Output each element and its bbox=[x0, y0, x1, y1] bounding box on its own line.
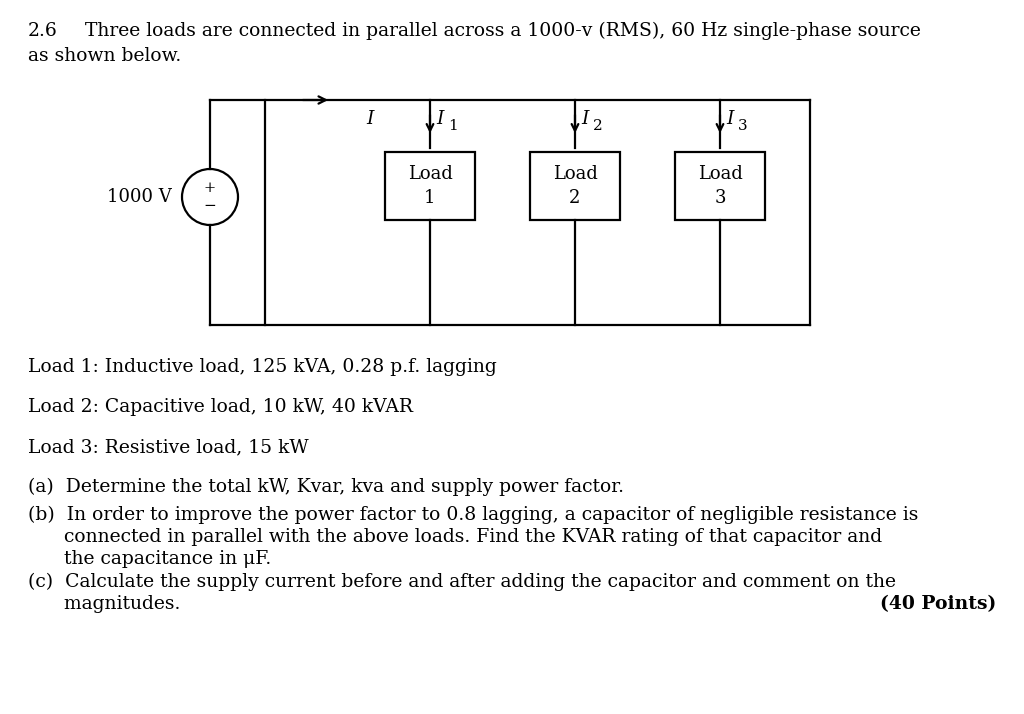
Text: I: I bbox=[367, 110, 374, 128]
Bar bbox=[675, 152, 765, 220]
Text: I: I bbox=[581, 110, 589, 128]
Text: connected in parallel with the above loads. Find the KVAR rating of that capacit: connected in parallel with the above loa… bbox=[28, 528, 882, 546]
Text: Load: Load bbox=[697, 165, 742, 183]
Text: as shown below.: as shown below. bbox=[28, 47, 181, 65]
Text: 1: 1 bbox=[449, 119, 458, 133]
Text: Load: Load bbox=[408, 165, 453, 183]
Text: Load 1: Inductive load, 125 kVA, 0.28 p.f. lagging: Load 1: Inductive load, 125 kVA, 0.28 p.… bbox=[28, 358, 497, 376]
Bar bbox=[385, 152, 475, 220]
Text: 2: 2 bbox=[569, 189, 581, 207]
Text: +: + bbox=[204, 181, 216, 195]
Text: (40 Points): (40 Points) bbox=[880, 595, 996, 613]
Text: 3: 3 bbox=[715, 189, 726, 207]
Text: 1: 1 bbox=[424, 189, 436, 207]
Text: Three loads are connected in parallel across a 1000-v (RMS), 60 Hz single-phase : Three loads are connected in parallel ac… bbox=[85, 22, 921, 40]
Text: (b)  In order to improve the power factor to 0.8 lagging, a capacitor of negligi: (b) In order to improve the power factor… bbox=[28, 506, 919, 524]
Text: Load 3: Resistive load, 15 kW: Load 3: Resistive load, 15 kW bbox=[28, 438, 308, 456]
Text: (a)  Determine the total kW, Kvar, kva and supply power factor.: (a) Determine the total kW, Kvar, kva an… bbox=[28, 478, 624, 496]
Text: 2: 2 bbox=[593, 119, 603, 133]
Text: I: I bbox=[726, 110, 733, 128]
Text: 1000 V: 1000 V bbox=[108, 188, 172, 206]
Text: 3: 3 bbox=[738, 119, 748, 133]
Text: 2.6: 2.6 bbox=[28, 22, 57, 40]
Text: Load 2: Capacitive load, 10 kW, 40 kVAR: Load 2: Capacitive load, 10 kW, 40 kVAR bbox=[28, 398, 413, 416]
Text: Load: Load bbox=[553, 165, 597, 183]
Text: the capacitance in μF.: the capacitance in μF. bbox=[28, 550, 271, 568]
Text: −: − bbox=[204, 199, 216, 213]
Text: (c)  Calculate the supply current before and after adding the capacitor and comm: (c) Calculate the supply current before … bbox=[28, 573, 896, 591]
Text: magnitudes.: magnitudes. bbox=[28, 595, 180, 613]
Text: I: I bbox=[436, 110, 443, 128]
Bar bbox=[530, 152, 620, 220]
